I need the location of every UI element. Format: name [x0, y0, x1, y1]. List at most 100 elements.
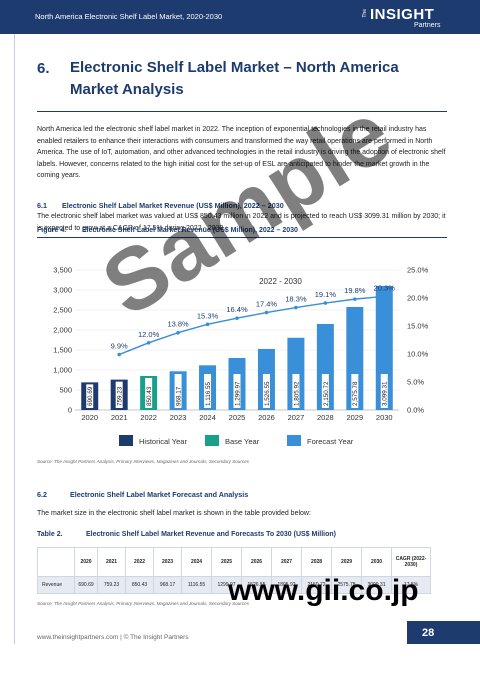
bar-label-box [351, 374, 359, 408]
y-tick-label: 0 [68, 406, 72, 415]
growth-value-label: 12.0% [138, 330, 160, 339]
table-source: Source: The Insight Partners Analysis, P… [37, 601, 250, 606]
bar [375, 286, 393, 410]
growth-value-label: 19.1% [315, 290, 337, 299]
y2-tick-label: 5.0% [407, 378, 424, 387]
page-number: 28 [422, 627, 435, 639]
y2-tick-label: 15.0% [407, 322, 429, 331]
bar-value-label: 1,116.55 [205, 381, 212, 406]
bar [287, 337, 305, 410]
x-tick-label: 2028 [317, 413, 334, 422]
table-header-year: 2024 [181, 547, 212, 577]
y-tick-label: 1,500 [53, 346, 72, 355]
growth-value-label: 16.4% [226, 305, 248, 314]
table-header-year: 2028 [301, 547, 332, 577]
growth-line [118, 295, 385, 356]
bar-value-label: 1,299.97 [234, 381, 241, 406]
y-tick-label: 1,000 [53, 366, 72, 375]
bar-value-label: 968.17 [175, 386, 182, 406]
table-cell: 759.23 [97, 576, 126, 594]
figure-rule [37, 237, 447, 238]
legend-swatch [119, 435, 133, 446]
y-tick-label: 500 [59, 386, 72, 395]
table-cell: 850.43 [125, 576, 154, 594]
header-title: North America Electronic Shelf Label Mar… [35, 12, 223, 21]
bar-label-box [262, 374, 270, 408]
bar-label-box [115, 381, 123, 408]
table-cell: 2575.78 [331, 576, 362, 594]
x-tick-label: 2027 [288, 413, 305, 422]
y2-tick-label: 25.0% [407, 266, 429, 275]
bar-value-label: 2,575.78 [352, 381, 359, 406]
table-header-row: 2020 2021 2022 2023 2024 2025 2026 2027 … [37, 547, 431, 577]
growth-value-label: 17.4% [256, 300, 278, 309]
x-tick-label: 2030 [376, 413, 393, 422]
table-cell: 2150.72 [301, 576, 332, 594]
y-tick-label: 3,500 [53, 266, 72, 275]
x-tick-label: 2023 [170, 413, 187, 422]
growth-point [382, 294, 387, 299]
table-header-year: 2027 [271, 547, 302, 577]
table-header-year: 2021 [97, 547, 126, 577]
figure-title: Electronic Shelf Label Market Revenue (U… [82, 227, 298, 234]
subsection-6-2-number: 6.2 [37, 490, 47, 499]
table-header-year: 2030 [361, 547, 392, 577]
legend-swatch [287, 435, 301, 446]
table-cell: 968.17 [153, 576, 182, 594]
subsection-6-2-title: Electronic Shelf Label Market Forecast a… [70, 490, 249, 499]
bar-label-box [321, 374, 329, 408]
growth-point [117, 352, 121, 357]
legend-label: Base Year [225, 437, 260, 446]
y-tick-label: 2,500 [53, 306, 72, 315]
x-tick-label: 2025 [229, 413, 246, 422]
bar-value-label: 1,526.55 [264, 381, 271, 406]
table-row: Revenue 690.69 759.23 850.43 968.17 1116… [37, 576, 431, 594]
bar-label-box [204, 374, 212, 408]
growth-value-label: 19.8% [344, 286, 366, 295]
x-tick-label: 2020 [81, 413, 98, 422]
insight-partners-logo: The INSIGHT Partners [362, 5, 466, 31]
y2-tick-label: 10.0% [407, 350, 429, 359]
table-cell: 1805.92 [271, 576, 302, 594]
revenue-chart: 0 500 1,000 1,500 2,000 2,500 3,000 3,500 0.0% 5.… [53, 266, 429, 446]
table-row-label: Revenue [37, 576, 75, 594]
table-cell: 1116.55 [181, 576, 212, 594]
logo-the: The [362, 9, 368, 18]
section-rule [37, 111, 447, 112]
y-tick-label: 3,000 [53, 286, 72, 295]
growth-point [264, 310, 269, 315]
legend-label: Historical Year [139, 437, 187, 446]
table-header-cagr: CAGR (2022-2030) [391, 547, 431, 577]
table-title: Electronic Shelf Label Market Revenue an… [86, 531, 336, 538]
table-header-year: 2023 [153, 547, 182, 577]
table-header-year: 2029 [331, 547, 362, 577]
revenue-table: 2020 2021 2022 2023 2024 2025 2026 2027 … [37, 547, 431, 594]
growth-point [235, 316, 239, 320]
growth-point [146, 341, 151, 345]
bar-label-box [86, 384, 94, 408]
table-cell: 3099.31 [361, 576, 392, 594]
x-tick-label: 2024 [199, 413, 216, 422]
bar-value-label: 850.43 [146, 386, 153, 406]
y2-tick-label: 0.0% [407, 406, 424, 415]
bar-value-label: 759.23 [117, 386, 124, 406]
table-header-empty [37, 547, 75, 577]
bar [316, 323, 334, 410]
legend-swatch [205, 435, 219, 446]
growth-point [294, 305, 298, 310]
header-bar: North America Electronic Shelf Label Mar… [0, 0, 480, 34]
table-header-year: 2025 [211, 547, 242, 577]
table-cell-cagr: 17.5% [391, 576, 431, 594]
page-number-box [407, 621, 480, 644]
bar-label-box [233, 374, 241, 408]
subsection-6-2-text: The market size in the electronic shelf … [37, 510, 311, 517]
growth-point [176, 330, 180, 335]
url-watermark: www.gii.co.jp [228, 574, 419, 607]
bar-value-label: 690.69 [87, 386, 94, 406]
x-tick-label: 2021 [111, 413, 128, 422]
bar-label-box [380, 374, 388, 408]
footer-text: www.theinsightpartners.com | © The Insig… [37, 634, 189, 641]
growth-value-label: 13.8% [167, 320, 189, 329]
table-header-year: 2026 [241, 547, 272, 577]
section-title: Electronic Shelf Label Market – North Am… [70, 59, 399, 98]
